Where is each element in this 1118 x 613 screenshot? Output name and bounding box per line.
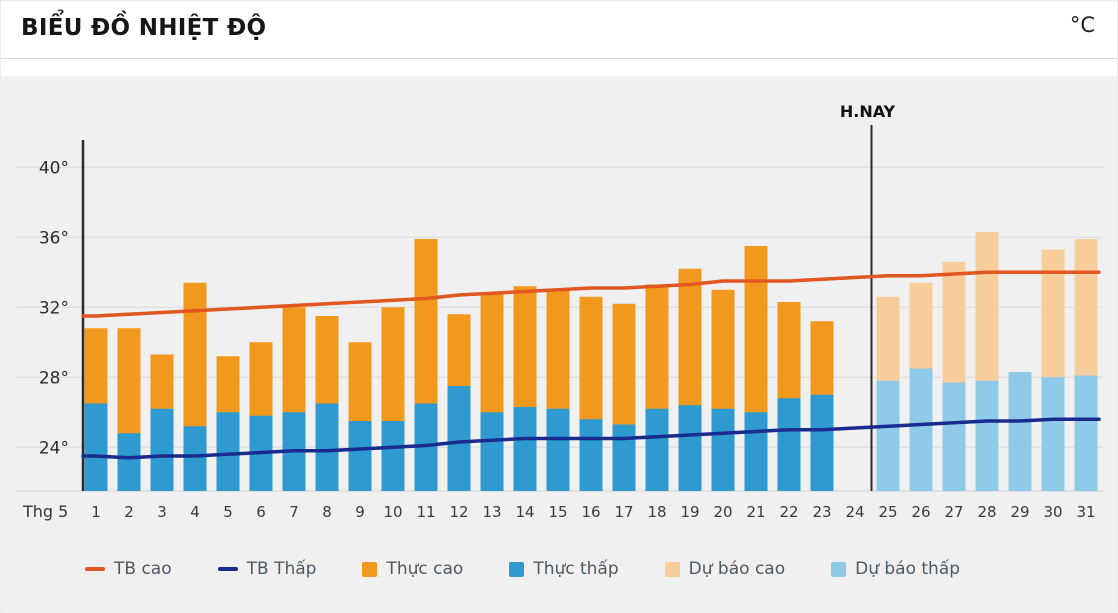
x-tick-25: 25: [878, 503, 897, 521]
today-label: H.NAY: [840, 102, 896, 121]
legend-item-1: TB cao: [85, 559, 172, 579]
bar-actual-low-day-19: [678, 405, 702, 491]
chart-header: BIỂU ĐỒ NHIỆT ĐỘ °C: [1, 1, 1117, 59]
x-tick-26: 26: [911, 503, 930, 521]
x-tick-21: 21: [746, 503, 765, 521]
legend-label: TB cao: [114, 559, 172, 579]
x-tick-6: 6: [256, 503, 266, 521]
x-tick-31: 31: [1076, 503, 1095, 521]
legend-label: Dự báo thấp: [855, 559, 961, 579]
bar-actual-low-day-12: [447, 386, 471, 491]
bar-actual-low-day-22: [777, 398, 801, 491]
x-tick-22: 22: [779, 503, 798, 521]
x-tick-14: 14: [515, 503, 534, 521]
bar-actual-low-day-14: [513, 407, 537, 491]
x-tick-27: 27: [944, 503, 963, 521]
x-tick-13: 13: [482, 503, 501, 521]
legend-swatch: [362, 561, 378, 577]
y-tick-32: 32°: [39, 298, 69, 318]
legend-label: TB Thấp: [246, 559, 317, 579]
x-tick-1: 1: [91, 503, 101, 521]
y-tick-40: 40°: [39, 158, 69, 178]
bar-actual-low-day-20: [711, 408, 735, 491]
x-tick-10: 10: [383, 503, 402, 521]
x-tick-24: 24: [845, 503, 864, 521]
legend-item-6: Dự báo thấp: [831, 559, 960, 579]
x-tick-18: 18: [647, 503, 666, 521]
x-tick-5: 5: [223, 503, 233, 521]
bar-actual-low-day-1: [84, 403, 108, 491]
chart-legend: TB cao TB Thấp Thực cao Thực thấp Dự báo cao…: [85, 559, 960, 579]
x-tick-9: 9: [355, 503, 365, 521]
legend-item-2: TB Thấp: [217, 559, 317, 579]
bar-forecast-low-day-25: [876, 380, 900, 491]
bar-actual-low-day-3: [150, 408, 174, 491]
x-tick-30: 30: [1043, 503, 1062, 521]
bar-actual-low-day-16: [579, 419, 603, 491]
x-tick-19: 19: [680, 503, 699, 521]
x-tick-20: 20: [713, 503, 732, 521]
avg-low-line: [81, 417, 1101, 460]
legend-swatch: [509, 561, 525, 577]
bar-actual-low-day-18: [645, 408, 669, 491]
y-tick-24: 24°: [39, 438, 69, 458]
bar-forecast-low-day-27: [942, 382, 966, 491]
bar-forecast-low-day-28: [975, 380, 999, 491]
legend-swatch: [831, 561, 847, 577]
legend-item-4: Thực thấp: [509, 559, 619, 579]
x-tick-28: 28: [977, 503, 996, 521]
x-tick-11: 11: [416, 503, 435, 521]
legend-item-5: Dự báo cao: [664, 559, 786, 579]
x-tick-23: 23: [812, 503, 831, 521]
bar-actual-low-day-5: [216, 412, 240, 491]
x-tick-12: 12: [449, 503, 468, 521]
x-tick-2: 2: [124, 503, 134, 521]
legend-label: Thực cao: [386, 559, 464, 579]
legend-line-marker: [217, 567, 238, 571]
x-tick-8: 8: [322, 503, 332, 521]
page-title: BIỂU ĐỒ NHIỆT ĐỘ: [21, 15, 267, 41]
x-tick-3: 3: [157, 503, 167, 521]
bar-forecast-low-day-29: [1008, 372, 1032, 491]
bar-actual-low-day-9: [348, 421, 372, 491]
bar-actual-low-day-4: [183, 426, 207, 491]
bar-forecast-low-day-30: [1041, 377, 1065, 491]
legend-label: Dự báo cao: [688, 559, 786, 579]
bar-forecast-low-day-31: [1074, 375, 1098, 491]
bar-actual-low-day-23: [810, 394, 834, 491]
x-tick-7: 7: [289, 503, 299, 521]
x-tick-16: 16: [581, 503, 600, 521]
bar-actual-low-day-2: [117, 433, 141, 491]
legend-item-3: Thực cao: [362, 559, 463, 579]
x-tick-29: 29: [1010, 503, 1029, 521]
bar-actual-low-day-17: [612, 424, 636, 491]
bar-actual-low-day-21: [744, 412, 768, 491]
y-tick-28: 28°: [39, 368, 69, 388]
bar-actual-low-day-8: [315, 403, 339, 491]
y-tick-36: 36°: [39, 228, 69, 248]
x-tick-17: 17: [614, 503, 633, 521]
x-tick-15: 15: [548, 503, 567, 521]
month-label: Thg 5: [22, 502, 68, 521]
bar-actual-low-day-15: [546, 408, 570, 491]
bar-forecast-low-day-26: [909, 368, 933, 491]
x-tick-4: 4: [190, 503, 200, 521]
temperature-unit-label: °C: [1069, 13, 1095, 37]
avg-high-line: [81, 270, 1101, 318]
legend-label: Thực thấp: [533, 559, 619, 579]
legend-line-marker: [85, 567, 105, 571]
legend-swatch: [664, 561, 680, 577]
bar-actual-low-day-13: [480, 412, 504, 491]
bar-actual-low-day-10: [381, 421, 405, 491]
